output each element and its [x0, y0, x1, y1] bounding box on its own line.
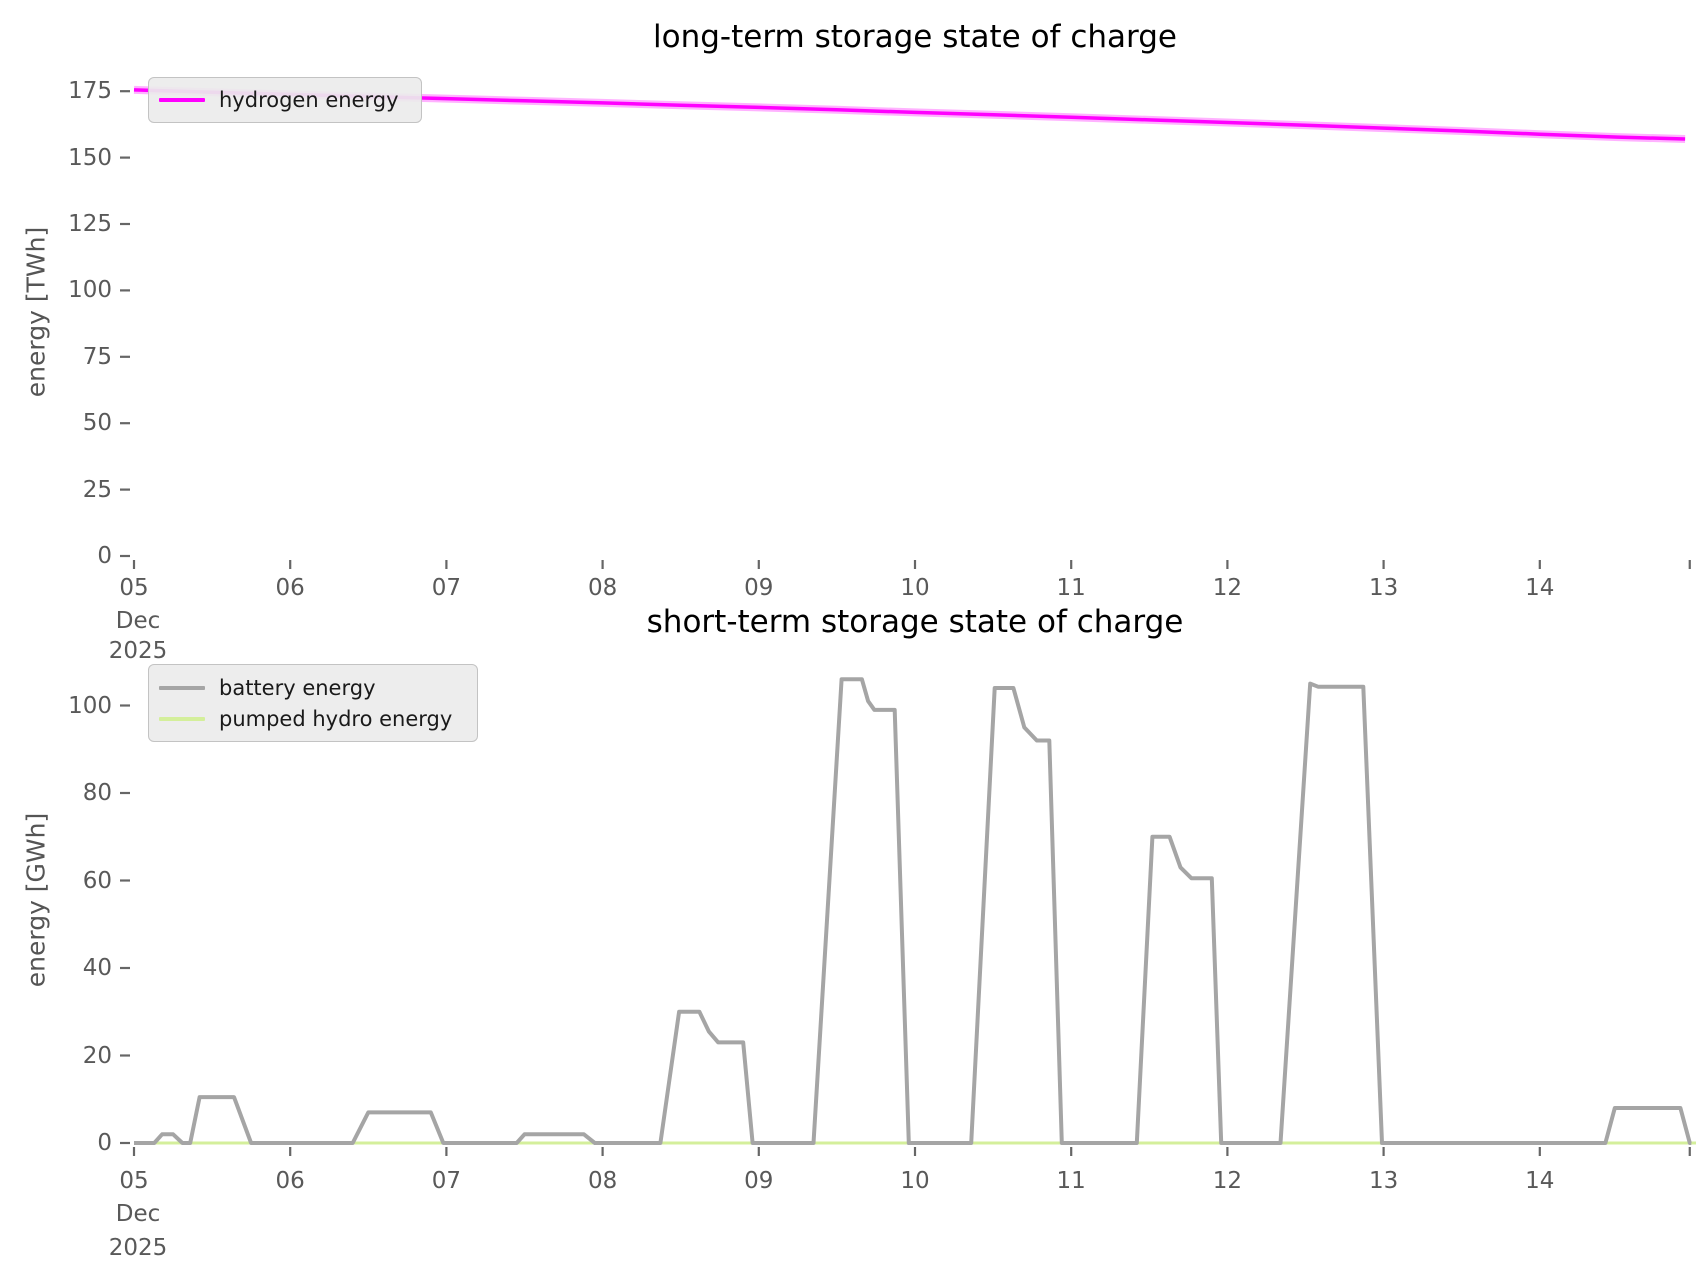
y-tick-label: 175: [68, 78, 112, 105]
y-tick-label: 0: [97, 543, 112, 569]
x-tick-label: 06: [275, 575, 305, 601]
y-tick-label: 50: [82, 410, 112, 437]
y-tick-label: 125: [68, 211, 112, 237]
x-tick-label: 07: [431, 575, 462, 601]
battery-energy-line: [134, 677, 1692, 1145]
y-tick-label: 25: [82, 476, 112, 503]
x-tick-label: 06: [275, 1168, 305, 1194]
x-tick-label: 11: [1056, 1168, 1086, 1194]
x-tick-label: 14: [1525, 575, 1555, 601]
x-axis-month-year-label: Dec: [115, 1201, 161, 1227]
long-term-y-axis-label: energy [TWh]: [21, 226, 51, 398]
legend-entry-battery-energy: battery energy: [159, 676, 463, 700]
legend-entry-hydrogen-energy: hydrogen energy: [159, 88, 407, 112]
long-term-legend: hydrogen energy: [148, 77, 422, 123]
x-axis-month-year-label: 2025: [108, 638, 168, 664]
x-tick-label: 05: [119, 575, 149, 601]
x-tick-label: 12: [1212, 1168, 1243, 1194]
x-tick-label: 10: [900, 1168, 930, 1194]
y-tick-label: 150: [68, 144, 112, 171]
short-term-chart-title: short-term storage state of charge: [646, 604, 1184, 640]
x-tick-label: 13: [1368, 575, 1399, 601]
x-axis-month-year-label: Dec: [115, 608, 161, 634]
hydrogen-energy-legend-line-sample: [159, 98, 205, 102]
pumped-hydro-energy-legend-line-sample: [159, 716, 205, 721]
x-tick-label: 09: [744, 1168, 774, 1194]
y-tick-label: 60: [82, 867, 112, 894]
y-tick-label: 40: [82, 955, 112, 981]
y-tick-label: 20: [82, 1042, 112, 1069]
y-tick-label: 80: [82, 780, 112, 806]
x-tick-label: 11: [1056, 575, 1086, 601]
legend-label: hydrogen energy: [219, 88, 399, 112]
legend-label: battery energy: [219, 675, 376, 700]
legend-entry-pumped-hydro-energy: pumped hydro energy: [159, 707, 463, 731]
x-tick-label: 10: [900, 575, 930, 601]
x-tick-label: 08: [587, 575, 618, 601]
x-tick-label: 12: [1212, 575, 1243, 601]
x-axis-month-year-label: 2025: [108, 1235, 168, 1261]
short-term-legend: battery energy pumped hydro energy: [148, 664, 478, 742]
x-tick-label: 09: [744, 575, 774, 601]
y-tick-label: 100: [68, 692, 112, 719]
y-tick-label: 0: [97, 1130, 112, 1156]
x-tick-label: 08: [587, 1168, 618, 1194]
x-tick-label: 05: [119, 1168, 149, 1194]
x-tick-label: 14: [1525, 1168, 1555, 1194]
long-term-chart-title: long-term storage state of charge: [653, 19, 1177, 55]
y-tick-label: 75: [82, 343, 112, 370]
legend-label: pumped hydro energy: [219, 706, 453, 731]
x-tick-label: 07: [431, 1168, 462, 1194]
x-tick-label: 13: [1368, 1168, 1399, 1194]
y-tick-label: 100: [68, 277, 112, 304]
battery-energy-legend-line-sample: [159, 685, 205, 690]
